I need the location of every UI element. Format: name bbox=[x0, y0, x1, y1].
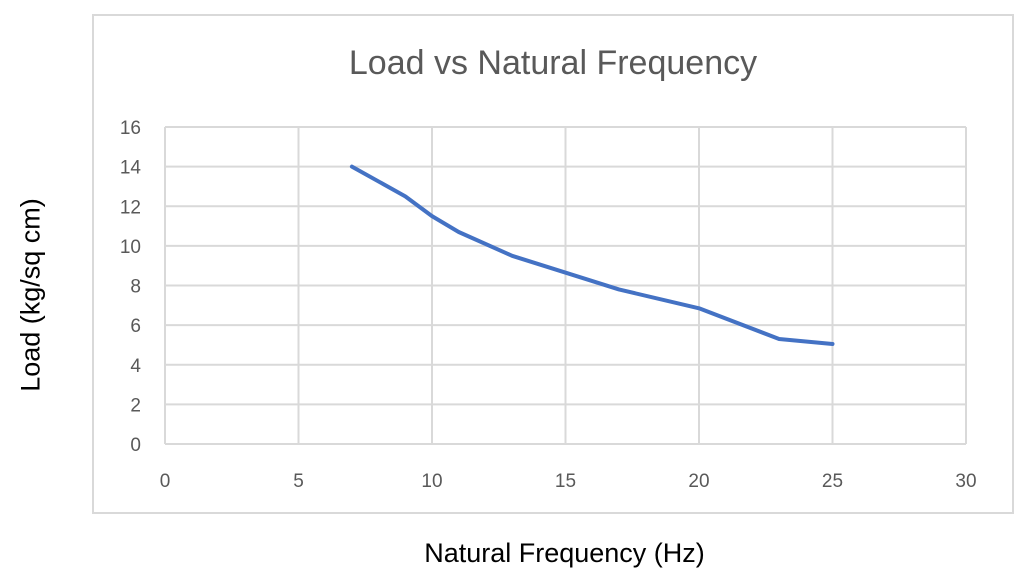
x-tick-label: 0 bbox=[160, 471, 171, 492]
chart-title: Load vs Natural Frequency bbox=[348, 44, 758, 82]
y-tick-label: 12 bbox=[120, 197, 141, 218]
chart-area bbox=[92, 14, 1014, 514]
y-tick-label: 10 bbox=[120, 237, 141, 258]
x-tick-label: 25 bbox=[822, 471, 843, 492]
y-tick-label: 16 bbox=[120, 118, 141, 139]
series-line bbox=[349, 164, 835, 346]
y-tick-label: 6 bbox=[130, 316, 141, 337]
x-axis-label: Natural Frequency (Hz) bbox=[424, 538, 705, 568]
y-tick-label: 0 bbox=[130, 435, 141, 456]
x-tick-label: 15 bbox=[555, 471, 576, 492]
y-tick-label: 2 bbox=[130, 395, 141, 416]
x-tick-label: 5 bbox=[293, 471, 304, 492]
y-tick-label: 4 bbox=[130, 356, 141, 377]
y-tick-label: 14 bbox=[120, 158, 142, 179]
y-tick-label: 8 bbox=[130, 277, 141, 298]
x-tick-label: 10 bbox=[421, 471, 442, 492]
x-tick-label: 20 bbox=[688, 471, 709, 492]
x-tick-label: 30 bbox=[955, 471, 976, 492]
